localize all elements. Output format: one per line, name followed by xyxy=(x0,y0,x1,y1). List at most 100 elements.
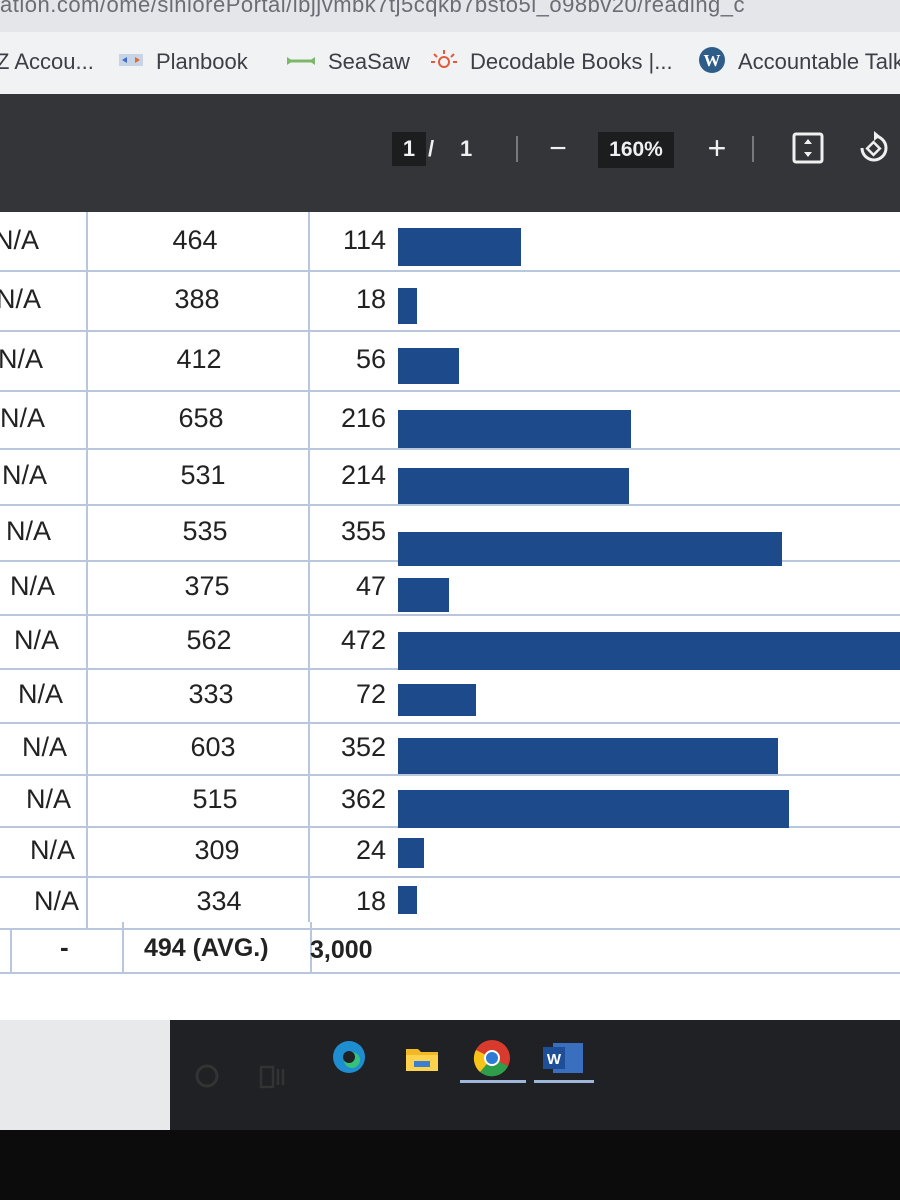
bookmark-label: Accountable Talk xyxy=(738,49,900,74)
count-cell: 472 xyxy=(340,625,386,655)
fit-page-icon xyxy=(791,131,825,170)
screen-bezel xyxy=(0,1130,900,1200)
count-cell: 18 xyxy=(355,886,386,916)
grid-line xyxy=(86,212,88,930)
score-cell: 388 xyxy=(174,284,220,314)
zoom-out-button[interactable]: − xyxy=(549,132,567,165)
edge-icon[interactable] xyxy=(328,1036,370,1078)
count-bar xyxy=(398,886,417,914)
count-cell: 47 xyxy=(355,571,386,601)
toolbar-divider xyxy=(752,136,754,162)
status-cell: N/A xyxy=(2,460,48,490)
score-cell: 658 xyxy=(178,403,224,433)
bookmarks-bar: Z Accou... Planbook SeaSaw Decodable Boo… xyxy=(0,32,900,95)
count-bar xyxy=(398,532,782,566)
toolbar-divider xyxy=(516,136,518,162)
chrome-icon[interactable] xyxy=(470,1036,514,1080)
count-cell: 352 xyxy=(340,732,386,762)
pdf-toolbar: 1 / 1 − 160% + xyxy=(0,94,900,212)
count-bar xyxy=(398,348,459,384)
score-cell: 603 xyxy=(190,732,236,762)
count-bar xyxy=(398,790,789,828)
score-cell: 375 xyxy=(184,571,230,601)
svg-text:W: W xyxy=(704,51,721,70)
table-row: N/A 309 24 xyxy=(0,826,900,878)
table-row: N/A 464 114 xyxy=(0,212,900,272)
score-cell: 309 xyxy=(194,835,240,865)
task-view-icon[interactable] xyxy=(256,1060,290,1094)
count-bar xyxy=(398,410,631,448)
zoom-in-button[interactable]: + xyxy=(707,129,727,166)
count-cell: 72 xyxy=(355,679,386,709)
rotate-button[interactable] xyxy=(854,130,894,170)
word-active-indicator xyxy=(534,1080,594,1083)
file-explorer-icon[interactable] xyxy=(402,1040,442,1076)
bookmark-decodable-books[interactable]: Decodable Books |... xyxy=(430,42,673,82)
status-cell: N/A xyxy=(34,886,80,916)
seesaw-icon xyxy=(286,52,316,73)
bookmark-raz[interactable]: Z Accou... xyxy=(0,42,94,82)
bookmark-label: Planbook xyxy=(156,49,248,74)
status-cell: N/A xyxy=(6,516,52,546)
status-cell: N/A xyxy=(0,344,44,374)
score-cell: 562 xyxy=(186,625,232,655)
table-row: N/A 603 352 xyxy=(0,722,900,776)
taskbar-left-area xyxy=(0,1020,170,1130)
status-cell: N/A xyxy=(18,679,64,709)
count-bar xyxy=(398,578,449,612)
rotate-icon xyxy=(856,130,892,171)
page-number-input[interactable]: 1 xyxy=(392,132,426,166)
score-cell: 333 xyxy=(188,679,234,709)
status-cell: N/A xyxy=(26,784,72,814)
page-total: 1 xyxy=(460,136,473,161)
bookmark-label: Decodable Books |... xyxy=(470,49,673,74)
totals-count: 3,000 xyxy=(310,936,373,964)
chrome-active-indicator xyxy=(460,1080,526,1083)
url-text: ation.com/ome/siniorePortal/lbjjvmbk7tj5… xyxy=(0,0,746,17)
grid-line xyxy=(122,922,124,972)
status-cell: N/A xyxy=(14,625,60,655)
score-cell: 412 xyxy=(176,344,222,374)
count-cell: 362 xyxy=(340,784,386,814)
svg-text:W: W xyxy=(547,1051,562,1068)
status-cell: N/A xyxy=(22,732,68,762)
count-bar xyxy=(398,738,778,774)
count-bar xyxy=(398,228,521,266)
zoom-level-input[interactable]: 160% xyxy=(598,132,674,168)
fit-page-button[interactable] xyxy=(790,132,826,168)
grid-line xyxy=(308,212,310,922)
planbook-icon xyxy=(118,51,144,74)
sun-icon xyxy=(430,48,458,77)
cortana-circle-icon[interactable] xyxy=(190,1058,224,1094)
word-icon[interactable]: W xyxy=(540,1040,586,1076)
count-cell: 355 xyxy=(340,516,386,546)
score-cell: 464 xyxy=(172,225,218,255)
pdf-page: N/A 464 114 N/A 388 18 N/A 412 56 N/A 658 216 N/A 531… xyxy=(0,212,900,1024)
count-bar xyxy=(398,632,900,670)
status-cell: N/A xyxy=(0,403,46,433)
bookmark-label: SeaSaw xyxy=(328,49,410,74)
table-row: N/A 412 56 xyxy=(0,330,900,392)
status-cell: N/A xyxy=(10,571,56,601)
status-cell: N/A xyxy=(0,284,42,314)
count-cell: 24 xyxy=(355,835,386,865)
grid-line xyxy=(310,922,312,972)
table-row: N/A 334 18 xyxy=(0,876,900,930)
address-bar[interactable]: ation.com/ome/siniorePortal/lbjjvmbk7tj5… xyxy=(0,0,900,32)
status-cell: N/A xyxy=(0,225,40,255)
status-cell: N/A xyxy=(30,835,76,865)
bookmark-accountable-talk[interactable]: W Accountable Talk xyxy=(698,42,900,82)
totals-average: 494 (AVG.) xyxy=(144,934,269,962)
totals-row: - 494 (AVG.) 3,000 xyxy=(0,928,900,974)
bookmark-seesaw[interactable]: SeaSaw xyxy=(286,42,410,82)
count-cell: 216 xyxy=(340,403,386,433)
count-bar xyxy=(398,468,629,504)
table-row: N/A 333 72 xyxy=(0,668,900,724)
table-row: N/A 388 18 xyxy=(0,270,900,332)
count-cell: 18 xyxy=(355,284,386,314)
count-bar xyxy=(398,288,417,324)
grid-line xyxy=(10,928,12,972)
count-cell: 56 xyxy=(355,344,386,374)
bookmark-planbook[interactable]: Planbook xyxy=(118,42,248,82)
count-bar xyxy=(398,684,476,716)
